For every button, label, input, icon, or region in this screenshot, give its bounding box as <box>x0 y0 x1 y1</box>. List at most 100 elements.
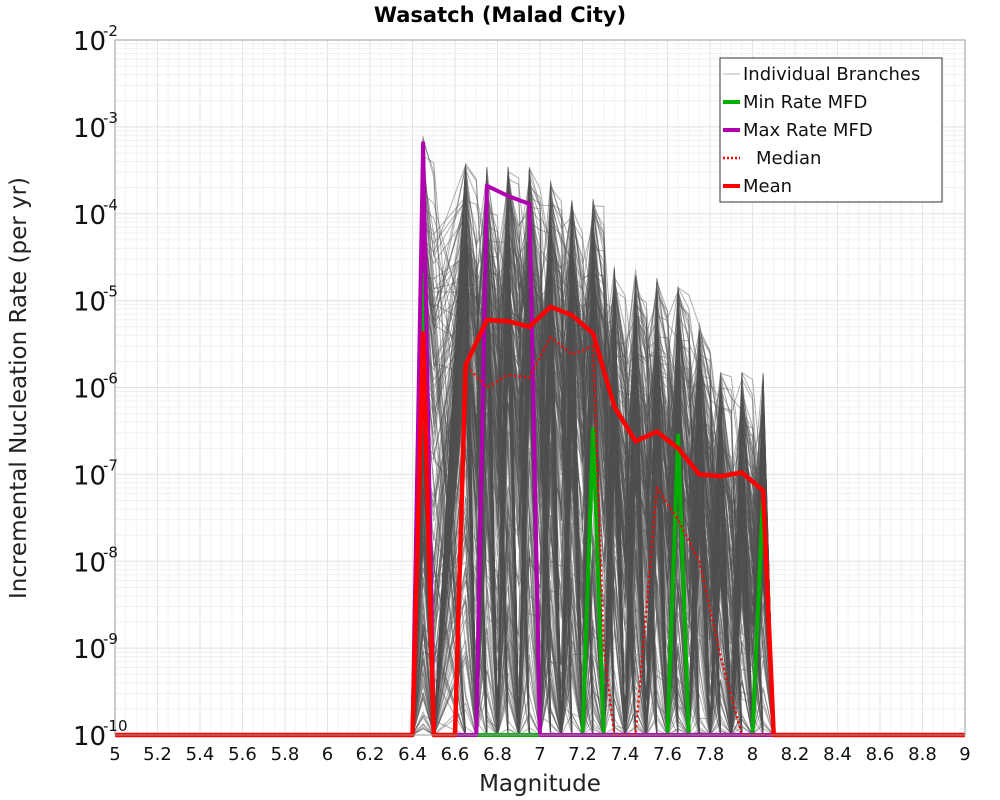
branch-line <box>412 260 775 736</box>
branch-line <box>412 170 775 736</box>
x-tick-label: 8.6 <box>866 744 895 765</box>
branch-line <box>412 194 774 736</box>
branch-line <box>412 205 775 736</box>
legend-box <box>719 57 943 203</box>
y-tick-exponent: -8 <box>103 543 118 561</box>
branch-line <box>412 190 775 736</box>
branch-line <box>412 192 775 736</box>
x-axis-ticks: 5 5.2 5.4 5.6 5.8 6 6.2 6.4 6.6 6.8 7 7.2 7.4 7.6 7.8 8… <box>109 744 970 765</box>
y-tick-base: 10 <box>73 114 106 144</box>
branch-line <box>412 164 775 736</box>
branch-line <box>412 166 775 736</box>
x-tick-label: 5.2 <box>143 744 172 765</box>
legend: Individual Branches Min Rate MFD Max Rate … <box>719 57 943 203</box>
branch-line <box>412 205 774 736</box>
legend-label-mean: Mean <box>743 176 792 197</box>
branch-line <box>412 207 775 737</box>
branch-line <box>412 268 774 736</box>
branch-line <box>412 250 774 737</box>
y-tick-base: 10 <box>73 461 106 491</box>
branch-line <box>412 182 775 736</box>
branch-line <box>412 237 774 737</box>
branch-line <box>412 185 775 736</box>
branch-line <box>412 179 774 736</box>
branch-line <box>412 216 775 736</box>
branch-line <box>412 232 775 736</box>
y-axis-label: Incremental Nucleation Rate (per yr) <box>6 177 32 599</box>
y-tick-exponent: -5 <box>103 283 118 301</box>
branch-line <box>412 218 775 736</box>
branch-line <box>412 235 775 736</box>
x-tick-label: 6.8 <box>483 744 512 765</box>
series-max-rate-mfd <box>115 141 965 737</box>
branch-line <box>412 224 775 736</box>
branch-line <box>412 184 775 736</box>
branch-line <box>412 185 775 736</box>
y-tick-exponent: -2 <box>103 22 118 40</box>
y-tick-base: 10 <box>73 288 106 318</box>
x-axis-label: Magnitude <box>479 771 601 797</box>
y-tick-base: 10 <box>73 722 106 752</box>
x-tick-label: 5.8 <box>271 744 300 765</box>
x-tick-label: 6.6 <box>441 744 470 765</box>
legend-label-max: Max Rate MFD <box>743 120 873 141</box>
x-tick-label: 9 <box>959 744 970 765</box>
branch-line <box>412 200 774 736</box>
branch-line <box>412 195 774 736</box>
branch-line <box>412 205 774 736</box>
x-tick-label: 8 <box>747 744 758 765</box>
branch-line <box>412 143 775 736</box>
branch-line <box>412 169 774 736</box>
legend-label-min: Min Rate MFD <box>743 92 867 113</box>
branch-line <box>412 210 775 736</box>
x-tick-label: 6.4 <box>398 744 427 765</box>
x-tick-label: 5 <box>109 744 120 765</box>
branch-line <box>412 171 775 736</box>
branch-line <box>412 212 775 736</box>
branch-line <box>412 185 775 736</box>
x-tick-label: 5.6 <box>228 744 257 765</box>
branch-line <box>412 182 775 736</box>
branch-line <box>412 169 774 737</box>
x-tick-label: 8.8 <box>908 744 937 765</box>
branch-line <box>412 206 775 737</box>
x-tick-label: 7 <box>534 744 545 765</box>
branch-line <box>412 187 775 736</box>
legend-label-median: Median <box>756 148 821 169</box>
branch-line <box>412 320 774 736</box>
x-tick-label: 7.2 <box>568 744 597 765</box>
branch-line <box>412 199 775 736</box>
x-tick-label: 5.4 <box>186 744 215 765</box>
branch-line <box>412 193 775 736</box>
branch-line <box>412 182 775 736</box>
branch-line <box>412 166 775 736</box>
branch-line <box>412 243 775 736</box>
branch-line <box>412 231 775 736</box>
y-tick-exponent: -3 <box>103 109 118 127</box>
legend-label-branches: Individual Branches <box>743 64 920 85</box>
branch-line <box>412 162 775 736</box>
branch-line <box>412 163 774 736</box>
branch-line <box>412 219 775 736</box>
x-tick-label: 7.6 <box>653 744 682 765</box>
branch-line <box>412 214 774 736</box>
y-tick-base: 10 <box>73 635 106 665</box>
branch-line <box>412 237 775 737</box>
branch-line <box>412 204 775 736</box>
branch-line <box>412 166 775 737</box>
branch-line <box>412 209 774 736</box>
branch-line <box>412 244 775 736</box>
y-tick-base: 10 <box>73 27 106 57</box>
x-tick-label: 8.2 <box>781 744 810 765</box>
branch-line <box>412 244 775 736</box>
y-tick-base: 10 <box>73 375 106 405</box>
branch-line <box>412 191 774 736</box>
branch-line <box>412 251 774 736</box>
branch-line <box>412 288 775 736</box>
branch-line <box>412 240 775 736</box>
branch-line <box>412 241 775 736</box>
x-tick-label: 7.4 <box>611 744 640 765</box>
y-tick-exponent: -4 <box>103 196 118 214</box>
